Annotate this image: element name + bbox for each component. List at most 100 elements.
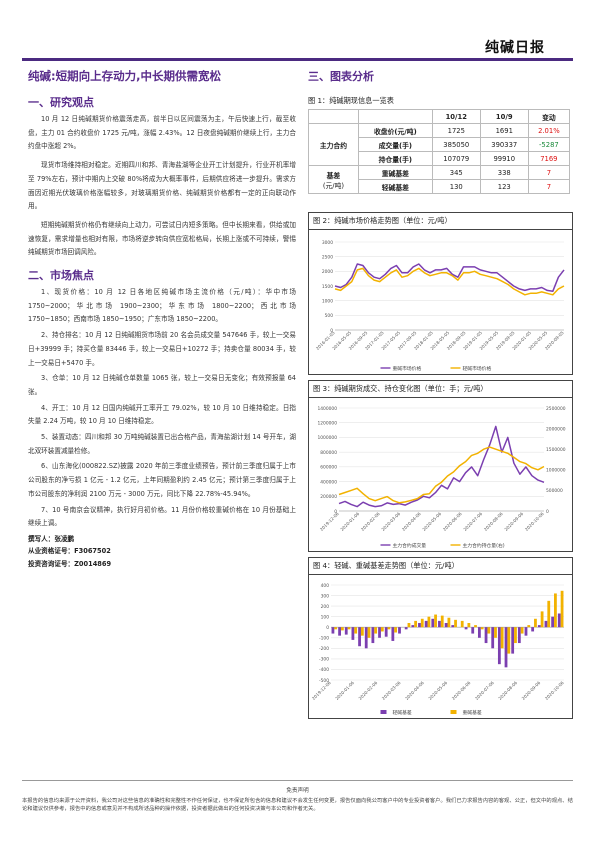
y2-tick-label: 1000000 [546, 468, 566, 474]
section-research-title: 一、研究观点 [28, 96, 94, 109]
series-line [334, 263, 565, 293]
cell-change: -5287 [527, 137, 571, 152]
y-tick-label: 200 [321, 604, 330, 610]
y-tick-label: 400 [321, 583, 330, 589]
focus-item-4: 4、开工：10 月 12 日国内纯碱开工率开工 79.02%，较 10 月 10… [28, 403, 296, 426]
cell-change: 7 [527, 165, 571, 180]
basis-bar [338, 627, 341, 636]
x-tick-label: 2020-05-06 [421, 511, 442, 532]
y-tick-label: -200 [319, 646, 329, 652]
research-paragraph-3: 短期纯碱期货价格仍有继续向上动力，可尝试日内短多策略。但中长期来看，供给或加速恢… [28, 220, 296, 257]
research-paragraph-2: 现货市场维持相对稳定。近期四川和邦、青海盐湖等企业开工计划提升，行业开机率增至 … [28, 161, 296, 211]
basis-bar [407, 623, 411, 628]
basis-bar [537, 625, 541, 628]
cell-value: 130 [431, 179, 481, 194]
group-basis: 基差 (元/吨) [308, 165, 359, 194]
disclaimer-text: 本报告的信息均来源于公开资料，我公司对这些信息的准确性和完整性不作任何保证，也不… [22, 798, 573, 813]
basis-bar [511, 627, 515, 654]
y-tick-label: 0 [334, 509, 337, 515]
y-tick-label: 400000 [320, 479, 337, 485]
legend-label: 主力合约持仓量(右) [463, 542, 505, 549]
table-header-change: 变动 [527, 109, 571, 124]
x-tick-label: 2020-09-06 [503, 511, 524, 532]
basis-bar [544, 620, 548, 628]
basis-bar [331, 627, 335, 634]
basis-bar [344, 627, 348, 635]
table-header-row: 10/12 10/9 变动 [308, 109, 571, 124]
focus-item-1: 1、现货价格：10 月 12 日各地区纯碱市场主流价格（元/吨）：华中市场 17… [28, 288, 296, 324]
basis-bar [367, 627, 371, 638]
basis-bar [387, 627, 391, 630]
basis-bar [560, 590, 564, 628]
futures-spot-table: 10/12 10/9 变动 主力合约 收盘价(元/吨) 1725 1691 2.… [308, 109, 571, 194]
series-line [334, 267, 565, 296]
basis-bar [440, 615, 444, 628]
table-header-empty-1 [308, 109, 359, 124]
headline: 纯碱:短期向上存动力,中长期供需宽松 [28, 69, 221, 83]
basis-bar [520, 627, 524, 634]
basis-bar [477, 627, 481, 638]
table-row: 轻碱基差 130 123 7 [309, 179, 571, 194]
legend-label: 轻碱市场价格 [463, 365, 492, 372]
legend-label: 重碱市场价格 [393, 365, 422, 372]
cell-value: 345 [431, 165, 481, 180]
basis-bar [418, 623, 421, 628]
cell-value: 107079 [431, 151, 481, 166]
disclaimer-title: 免责声明 [286, 788, 309, 794]
basis-bar [454, 619, 457, 628]
x-tick-label: 2020-03-06 [380, 511, 401, 532]
basis-bar [547, 600, 551, 628]
y-tick-label: 2500 [322, 254, 333, 260]
basis-chart-box: 图 4：轻碱、重碱基差走势图（单位：元/吨） 400 300 200 100 0 -100… [308, 557, 573, 719]
research-paragraph-1: 10 月 12 日纯碱期货价格震荡走高，前半日以区间震荡为主，午后快速上行，截至… [28, 115, 296, 151]
y2-tick-label: 0 [546, 509, 549, 515]
basis-bar [364, 627, 368, 649]
table-row: 成交量(手) 385050 390337 -5287 [309, 137, 571, 152]
table-header-date-1: 10/12 [431, 109, 481, 124]
basis-bar [384, 627, 388, 637]
basis-bar [391, 627, 395, 641]
x-tick-label: 2020-06-06 [451, 680, 472, 701]
basis-bar [557, 613, 561, 628]
basis-bar [354, 627, 358, 634]
invest-line: 投资咨询证号：Z0014869 [28, 558, 296, 571]
y-tick-label: 0 [330, 328, 333, 334]
right-column: 三、图表分析 图 1：纯碱期现信息一览表 10/12 10/9 变动 主力合约 … [308, 66, 573, 719]
cell-value: 1691 [479, 123, 529, 138]
basis-bar [378, 627, 381, 638]
y2-tick-label: 500000 [546, 488, 563, 494]
header-divider [22, 58, 573, 61]
author-name: 张凌鹏 [54, 534, 75, 543]
x-tick-label: 2020-07-06 [474, 680, 495, 701]
cell-value: 385050 [431, 137, 481, 152]
basis-bar [540, 611, 544, 628]
basis-bar [500, 627, 504, 649]
author-label: 撰写人： [28, 534, 55, 543]
cert-label: 从业资格证号： [28, 547, 75, 556]
y-tick-label: 1200000 [317, 421, 337, 427]
row-label: 成交量(手) [357, 137, 433, 152]
basis-bar [491, 627, 495, 649]
basis-bar [380, 627, 384, 632]
basis-bar [551, 616, 555, 628]
volume-oi-chart: 1400000 1200000 1000000 800000 600000 400000 2… [317, 406, 566, 549]
basis-bar [411, 625, 415, 628]
author-line: 撰写人：张凌鹏 [28, 533, 296, 546]
section-market-focus-title: 二、市场焦点 [28, 269, 94, 283]
table-header-empty-2 [357, 109, 433, 124]
legend-swatch [380, 710, 387, 714]
basis-bar [398, 627, 401, 634]
basis-bar [447, 617, 451, 628]
row-label: 收盘价(元/吨) [357, 123, 433, 138]
basis-bar [464, 627, 468, 630]
cell-value: 390337 [479, 137, 529, 152]
basis-bar [484, 627, 488, 644]
y-tick-label: 1000 [322, 298, 333, 304]
x-tick-label: 2020-01-06 [334, 680, 355, 701]
x-tick-label: 2020-10-06 [544, 680, 565, 701]
basis-bar [497, 627, 501, 665]
y2-tick-label: 2000000 [546, 426, 566, 432]
invest-number: Z0014869 [74, 559, 112, 568]
x-tick-label: 2020-04-06 [401, 511, 422, 532]
basis-bar [504, 627, 508, 668]
